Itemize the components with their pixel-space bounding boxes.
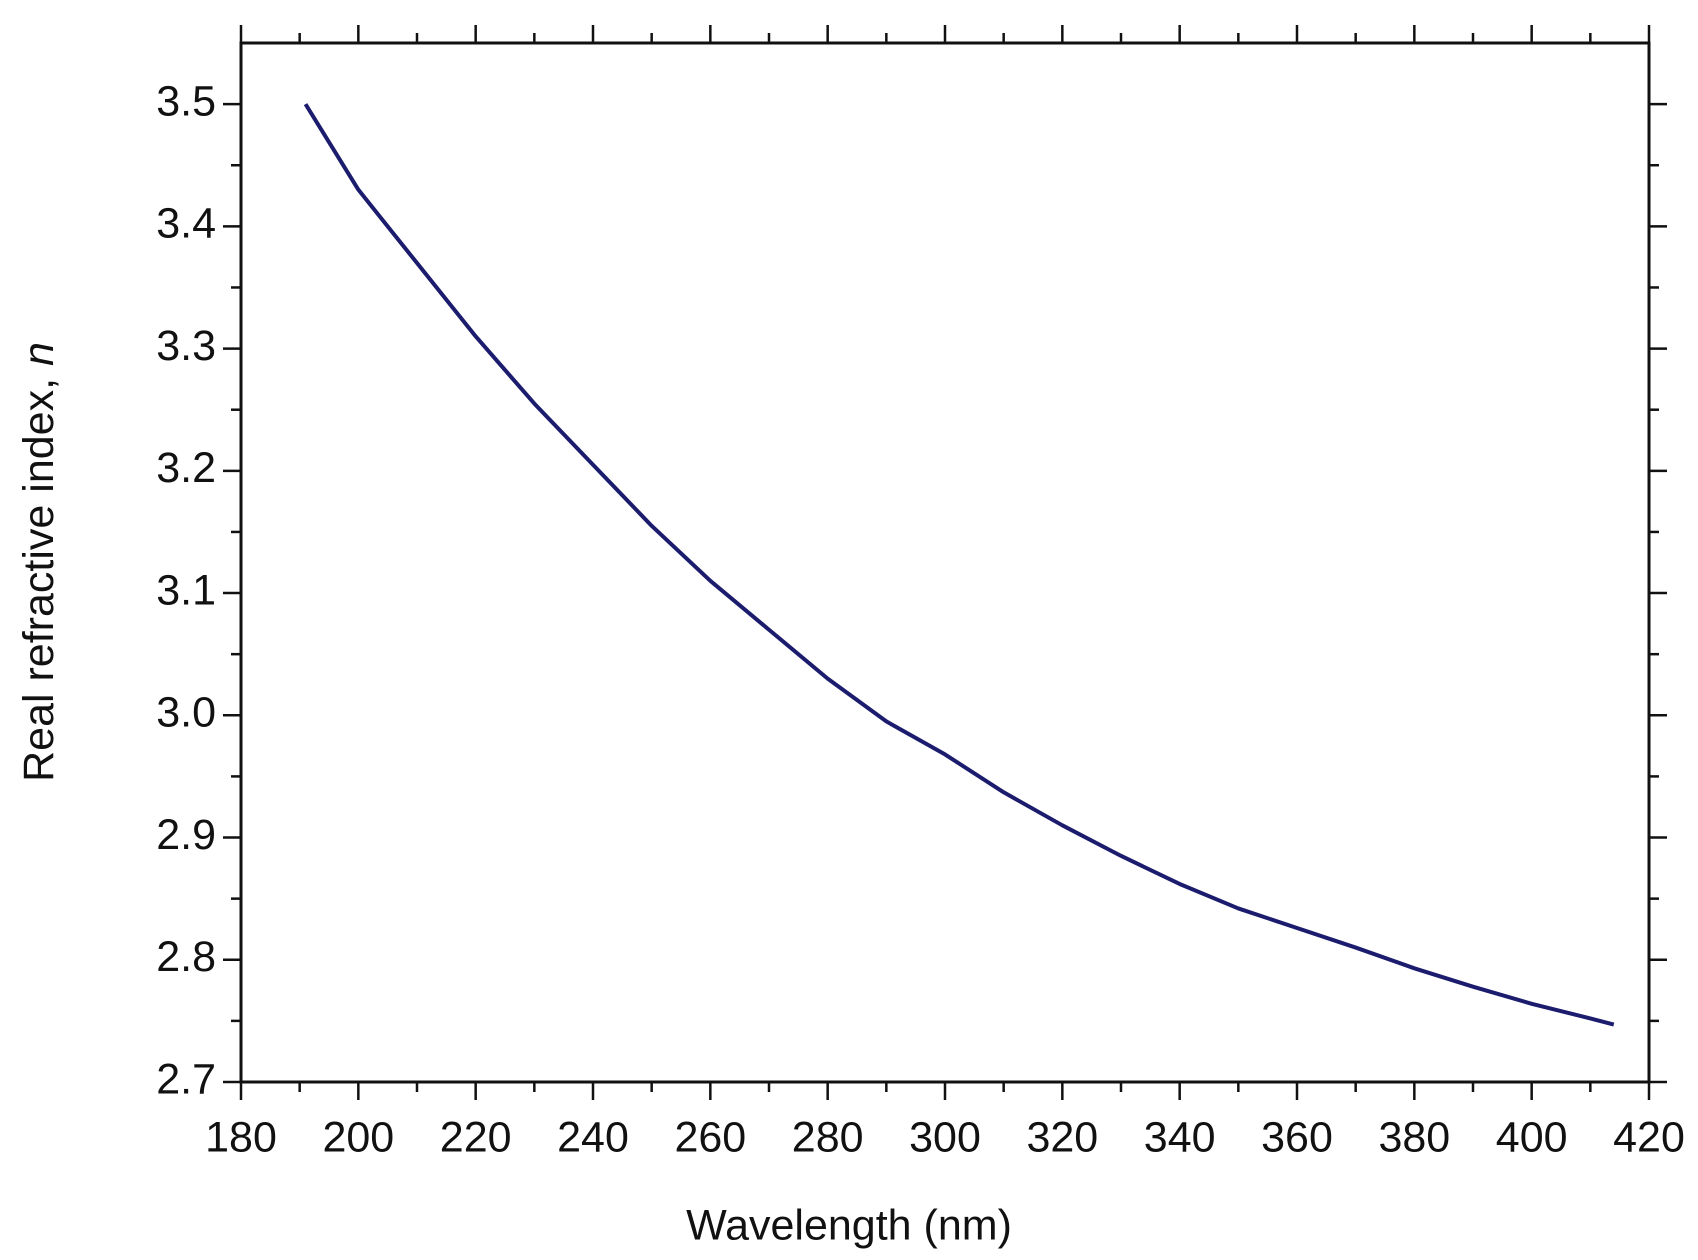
x-tick-label: 420 <box>1613 1113 1685 1161</box>
y-tick-label: 3.3 <box>156 322 216 370</box>
x-tick-label: 200 <box>322 1113 394 1161</box>
x-axis-label: Wavelength (nm) <box>686 1201 1012 1249</box>
x-tick-label: 400 <box>1496 1113 1568 1161</box>
y-tick-label: 3.4 <box>156 200 216 248</box>
y-tick-label: 3.5 <box>156 77 216 125</box>
y-axis-label: Real refractive index, n <box>15 342 63 782</box>
y-axis-label-symbol: n <box>15 342 63 366</box>
y-tick-label: 3.2 <box>156 444 216 492</box>
x-tick-label: 360 <box>1261 1113 1333 1161</box>
plot-frame <box>239 41 1651 1084</box>
x-tick-label: 220 <box>440 1113 512 1161</box>
x-tick-label: 260 <box>674 1113 746 1161</box>
y-axis-label-text: Real refractive index, <box>15 378 63 782</box>
y-tick-label: 2.8 <box>156 933 216 981</box>
data-line <box>303 103 1615 1027</box>
y-tick-label: 3.1 <box>156 566 216 614</box>
y-tick-label: 2.7 <box>156 1055 216 1103</box>
x-tick-label: 280 <box>792 1113 864 1161</box>
x-tick-label: 320 <box>1026 1113 1098 1161</box>
x-tick-label: 300 <box>909 1113 981 1161</box>
y-tick-label: 2.9 <box>156 811 216 859</box>
x-tick-label: 180 <box>205 1113 277 1161</box>
x-tick-label: 340 <box>1144 1113 1216 1161</box>
x-tick-label: 240 <box>557 1113 629 1161</box>
x-tick-label: 380 <box>1378 1113 1450 1161</box>
y-tick-label: 3.0 <box>156 689 216 737</box>
